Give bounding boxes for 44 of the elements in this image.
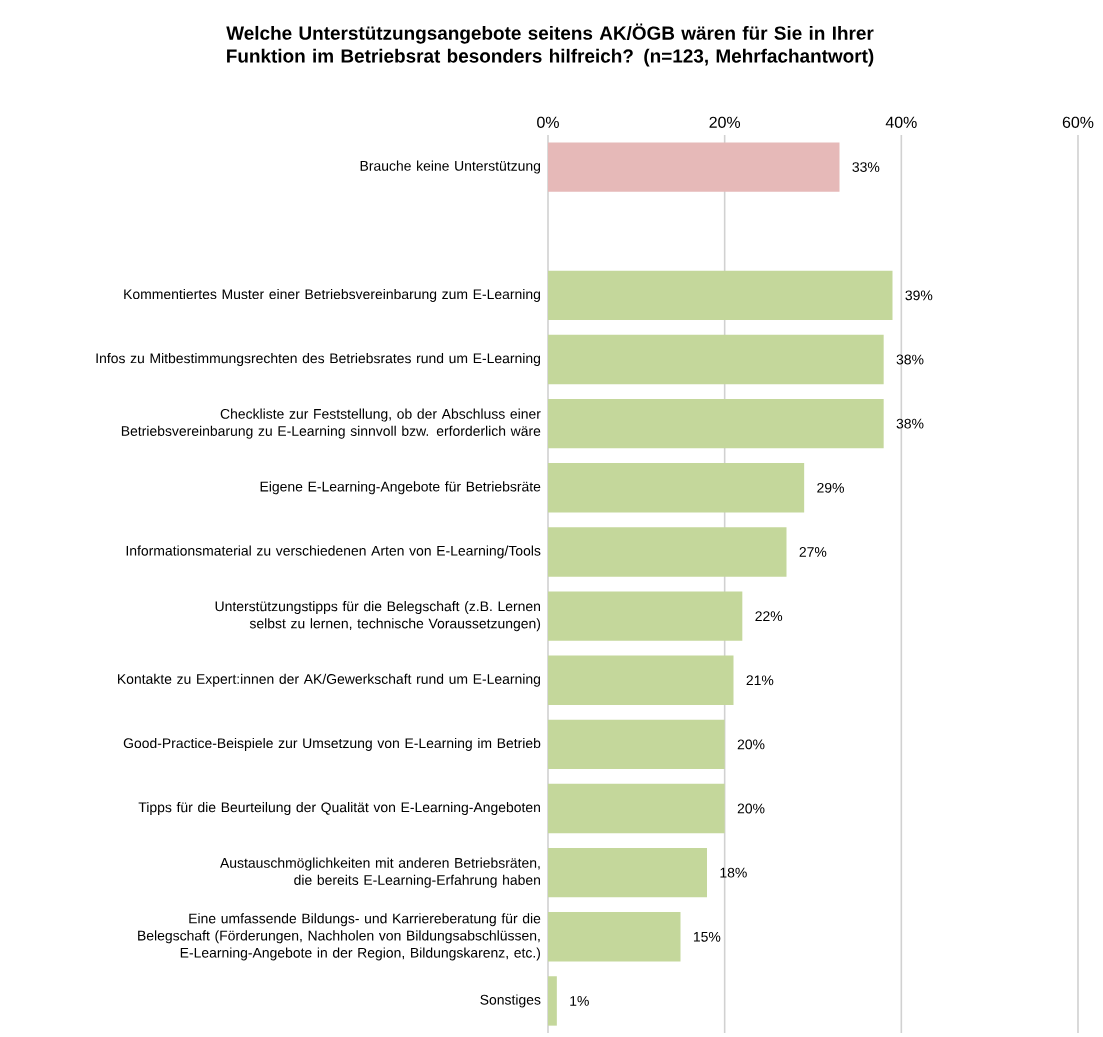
x-tick-label: 20% xyxy=(709,116,741,128)
x-tick-label: 40% xyxy=(885,116,917,128)
chart-title: Welche Unterstützungsangebote seitens AK/ÖGB wären für Sie in Ihrer Funktion im Betriebsrat besonders hilfreich? (n=123, Mehrfachantwort) xyxy=(226,23,874,67)
y-tick-label: Sonstiges xyxy=(480,994,541,1008)
y-tick-label: Kontakte zu Expert:innen der AK/Gewerkschaft rund um E-Learning xyxy=(118,673,540,687)
y-tick-label: Unterstützungstipps für die Belegschaft (z.B. Lernen selbst zu lernen, technische Voraussetzungen) xyxy=(215,601,541,632)
y-tick-label: Tipps für die Beurteilung der Qualität von E-Learning-Angeboten xyxy=(138,802,540,816)
bar xyxy=(548,847,707,898)
y-tick-label: Eigene E-Learning-Angebote für Betriebsräte xyxy=(260,481,541,495)
bar xyxy=(548,142,840,192)
y-tick-label: Good-Practice-Beispiele zur Umsetzung von E-Learning im Betrieb xyxy=(123,737,541,751)
data-label: 22% xyxy=(755,611,783,621)
data-label: 39% xyxy=(905,290,933,301)
bar xyxy=(548,655,734,705)
bar xyxy=(548,463,805,513)
y-tick-label: Eine umfassende Bildungs- und Karriereberatung für die Belegschaft (Förderungen, Nachholen von Bildungsabschlüssen, E-Learning-Angebote in der Region, Bildungskarenz, etc.) xyxy=(138,913,541,961)
y-tick-label: Checkliste zur Feststellung, ob der Abschluss einer Betriebsvereinbarung zu E-Learning sinnvoll bzw. erforderlich wäre xyxy=(121,408,541,439)
x-tick-label: 0% xyxy=(537,116,559,128)
bar xyxy=(548,719,725,770)
bar xyxy=(548,527,787,577)
bar xyxy=(548,334,884,385)
bar xyxy=(548,398,884,449)
x-tick-label: 60% xyxy=(1062,116,1094,128)
bar xyxy=(548,976,557,1026)
data-label: 20% xyxy=(737,739,765,750)
data-label: 38% xyxy=(896,354,924,365)
bar xyxy=(548,912,681,962)
y-tick-label: Infos zu Mitbestimmungsrechten des Betriebsrates rund um E-Learning xyxy=(96,353,540,367)
data-label: 20% xyxy=(737,803,765,814)
y-tick-label: Austauschmöglichkeiten mit anderen Betriebsräten, die bereits E-Learning-Erfahrung haben xyxy=(220,857,540,888)
y-tick-label: Kommentiertes Muster einer Betriebsvereinbarung zum E-Learning xyxy=(124,288,540,302)
y-tick-label: Informationsmaterial zu verschiedenen Arten von E-Learning/Tools xyxy=(126,545,541,559)
bar xyxy=(548,783,725,834)
data-label: 29% xyxy=(817,482,844,493)
bar xyxy=(548,591,743,641)
data-label: 21% xyxy=(746,675,774,686)
data-label: 27% xyxy=(799,547,827,557)
y-tick-label: Brauche keine Unterstützung xyxy=(360,160,541,174)
data-label: 38% xyxy=(896,418,924,429)
data-label: 1% xyxy=(570,996,589,1006)
data-label: 15% xyxy=(693,931,721,942)
data-label: 18% xyxy=(720,867,747,878)
data-label: 33% xyxy=(852,162,880,172)
bar xyxy=(548,270,893,321)
